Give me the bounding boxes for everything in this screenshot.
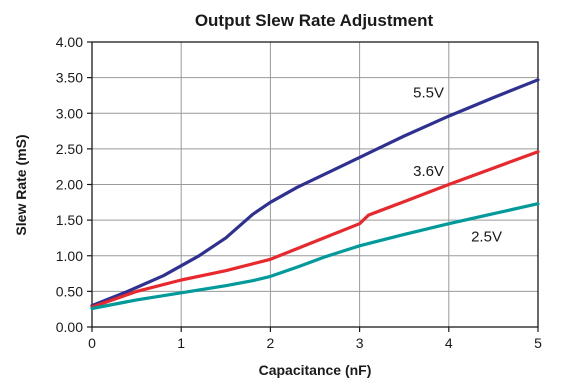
series-line-5-5v: [90, 78, 540, 308]
axes: [87, 41, 539, 332]
y-tick-label: 0.00: [56, 319, 83, 335]
y-tick-label: 3.00: [56, 105, 83, 121]
y-axis-title: Slew Rate (mS): [13, 134, 29, 235]
y-tick-label: 2.50: [56, 141, 83, 157]
tick-labels: 0.00 0.50 1.00 1.50 2.00 2.50 3.00 3.50 4.00 0 1 2 3…: [56, 34, 542, 351]
x-tick-label: 0: [88, 335, 96, 351]
y-tick-label: 3.50: [56, 70, 83, 86]
series-labels: 5.5V 3.6V 2.5V: [413, 85, 502, 246]
y-tick-label: 0.50: [56, 283, 83, 299]
x-axis-title: Capacitance (nF): [259, 362, 372, 378]
series-label-5-5v: 5.5V: [413, 85, 444, 102]
x-tick-label: 1: [177, 335, 185, 351]
x-tick-label: 3: [356, 335, 364, 351]
y-tick-label: 1.00: [56, 248, 83, 264]
series-lines: [90, 78, 540, 311]
y-tick-label: 2.00: [56, 177, 83, 193]
series-label-2-5v: 2.5V: [471, 229, 502, 246]
chart-title: Output Slew Rate Adjustment: [195, 11, 434, 30]
x-tick-label: 2: [267, 335, 275, 351]
x-tick-label: 5: [534, 335, 542, 351]
x-tick-label: 4: [445, 335, 453, 351]
y-tick-label: 1.50: [56, 212, 83, 228]
y-tick-label: 4.00: [56, 34, 83, 50]
series-label-3-6v: 3.6V: [413, 163, 444, 180]
series-line-3-6v: [90, 150, 540, 309]
series-line-2-5v: [90, 202, 540, 311]
